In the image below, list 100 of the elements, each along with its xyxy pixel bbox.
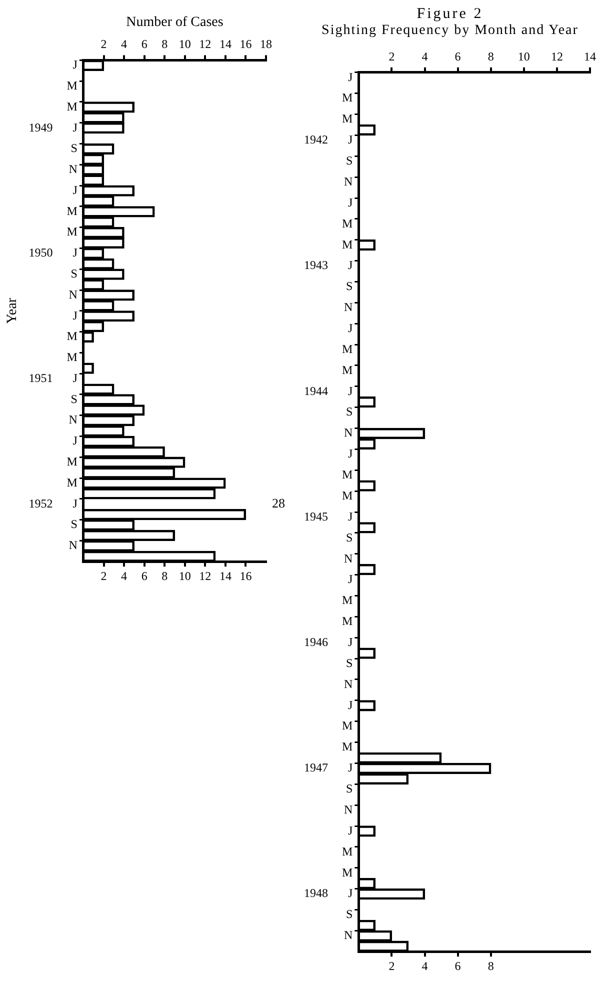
- x2-tick-label: 8: [162, 37, 168, 52]
- x-tick-label: 10: [178, 568, 191, 583]
- y-tick-label: J: [348, 320, 353, 335]
- y-tick-label: S: [346, 907, 353, 922]
- x2-tick-label: 14: [584, 49, 596, 64]
- y-tick-label: N: [344, 676, 353, 691]
- y-tick-label: M: [342, 112, 353, 126]
- x2-tick-label: 4: [422, 49, 428, 64]
- y-tick-label: S: [70, 266, 78, 280]
- y-axis-title: Year: [5, 298, 20, 324]
- y-tick-label: J: [348, 572, 353, 586]
- y-tick-label: J: [348, 384, 353, 398]
- y-tick-label: J: [348, 698, 353, 712]
- x-tick-label: 4: [422, 958, 428, 973]
- y-tick-label: N: [344, 174, 353, 188]
- y-tick-label: M: [66, 204, 78, 218]
- y2-tick-label: 1945: [304, 509, 328, 524]
- x2-tick-label: 6: [141, 37, 148, 52]
- y-tick-label: M: [342, 90, 353, 105]
- y2-tick-label: 1942: [304, 132, 328, 147]
- y-tick-label: S: [70, 392, 78, 406]
- x2-tick-label: 6: [454, 49, 461, 64]
- x2-tick-label: 18: [260, 37, 272, 52]
- x-tick-label: 8: [162, 568, 168, 583]
- y-tick-label: M: [342, 488, 353, 502]
- y-tick-label: J: [348, 70, 353, 84]
- y-tick-label: M: [342, 614, 353, 628]
- y-tick-label: M: [342, 718, 353, 733]
- x2-tick-label: 2: [100, 37, 107, 52]
- y-tick-label: J: [72, 308, 78, 322]
- y-tick-label: J: [348, 446, 353, 461]
- y-tick-label: J: [348, 258, 353, 272]
- y-tick-label: S: [346, 154, 353, 168]
- y2-tick-label: 1949: [28, 120, 53, 134]
- y-tick-label: M: [342, 740, 353, 754]
- x-tick-label: 2: [388, 958, 395, 973]
- y-tick-label: J: [348, 823, 353, 838]
- y2-tick-label: 1951: [28, 370, 53, 385]
- y-tick-label: S: [346, 404, 353, 419]
- y-tick-label: N: [68, 412, 78, 427]
- y-tick-label: J: [72, 120, 78, 134]
- y-tick-label: N: [344, 928, 353, 942]
- y-tick-label: J: [348, 195, 353, 210]
- y-tick-label: M: [342, 216, 353, 230]
- y2-tick-label: 1944: [304, 384, 328, 398]
- y-tick-label: M: [342, 362, 353, 377]
- y2-tick-label: 1943: [304, 258, 328, 272]
- y-tick-label: J: [72, 496, 78, 510]
- x2-tick-label: 10: [178, 37, 191, 52]
- x-tick-label: 6: [141, 568, 148, 583]
- x2-tick-label: 8: [488, 49, 494, 64]
- chart-title: Figure 2: [416, 6, 484, 23]
- x-tick-label: 12: [199, 568, 212, 583]
- y-tick-label: S: [346, 656, 353, 670]
- y-tick-label: M: [342, 468, 353, 482]
- y-tick-label: J: [348, 132, 353, 147]
- y-tick-label: J: [72, 246, 78, 260]
- y-tick-label: S: [346, 530, 353, 544]
- y2-tick-label: 1950: [28, 246, 53, 260]
- y2-tick-label: 1948: [304, 886, 328, 900]
- y-tick-label: N: [344, 551, 353, 566]
- x2-tick-label: 16: [240, 37, 252, 52]
- chart-subtitle: Sighting Frequency by Month and Year: [322, 23, 578, 39]
- y-tick-label: N: [344, 802, 353, 816]
- y-tick-label: M: [66, 78, 78, 92]
- x-tick-label: 6: [454, 958, 461, 973]
- y-tick-label: M: [342, 865, 353, 880]
- x2-tick-label: 4: [121, 37, 128, 52]
- y-tick-label: J: [348, 760, 353, 775]
- y-tick-label: S: [70, 517, 78, 532]
- y-tick-label: M: [66, 99, 78, 114]
- y-tick-label: S: [70, 141, 78, 156]
- y-tick-label: J: [348, 509, 353, 524]
- x2-tick-label: 14: [219, 37, 232, 52]
- y-tick-label: N: [344, 300, 353, 314]
- y2-tick-label: 1947: [304, 760, 328, 775]
- x-tick-label: 8: [488, 958, 494, 973]
- x2-tick-label: 10: [518, 49, 530, 64]
- x-tick-label: 2: [100, 568, 107, 583]
- y-tick-label: J: [348, 886, 353, 900]
- x-tick-label: 16: [240, 568, 252, 583]
- y-tick-label: M: [66, 475, 78, 490]
- y-tick-label: N: [344, 426, 353, 440]
- y2-tick-label: 1946: [304, 634, 328, 649]
- y-tick-label: J: [72, 370, 78, 385]
- x2-axis-title: Number of Cases: [126, 15, 224, 30]
- y-tick-label: M: [66, 329, 78, 344]
- y-tick-label: J: [72, 434, 78, 448]
- y-tick-label: S: [346, 782, 353, 796]
- y-tick-label: M: [342, 593, 353, 608]
- y-tick-label: M: [66, 454, 78, 469]
- y-tick-label: M: [66, 224, 78, 239]
- x-tick-label: 14: [219, 568, 232, 583]
- x2-tick-label: 2: [388, 49, 395, 64]
- y-tick-label: J: [72, 182, 78, 197]
- y2-tick-label: 1952: [28, 496, 53, 510]
- y-tick-label: S: [346, 279, 353, 294]
- y-tick-label: N: [68, 162, 78, 176]
- y-tick-label: J: [72, 58, 78, 72]
- y-tick-label: M: [342, 844, 353, 858]
